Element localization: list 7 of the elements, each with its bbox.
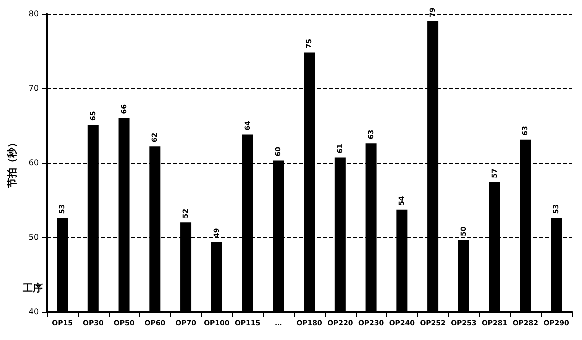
y-tick-label: 50 [28, 233, 40, 242]
y-axis-title: 节拍（秒） [6, 138, 18, 189]
y-tick-label: 60 [28, 158, 40, 168]
y-tick-label: 40 [28, 308, 40, 316]
y-tick-label: 80 [28, 10, 40, 18]
x-axis-title: 工序 [22, 282, 44, 294]
y-tick-label: 70 [28, 84, 40, 93]
